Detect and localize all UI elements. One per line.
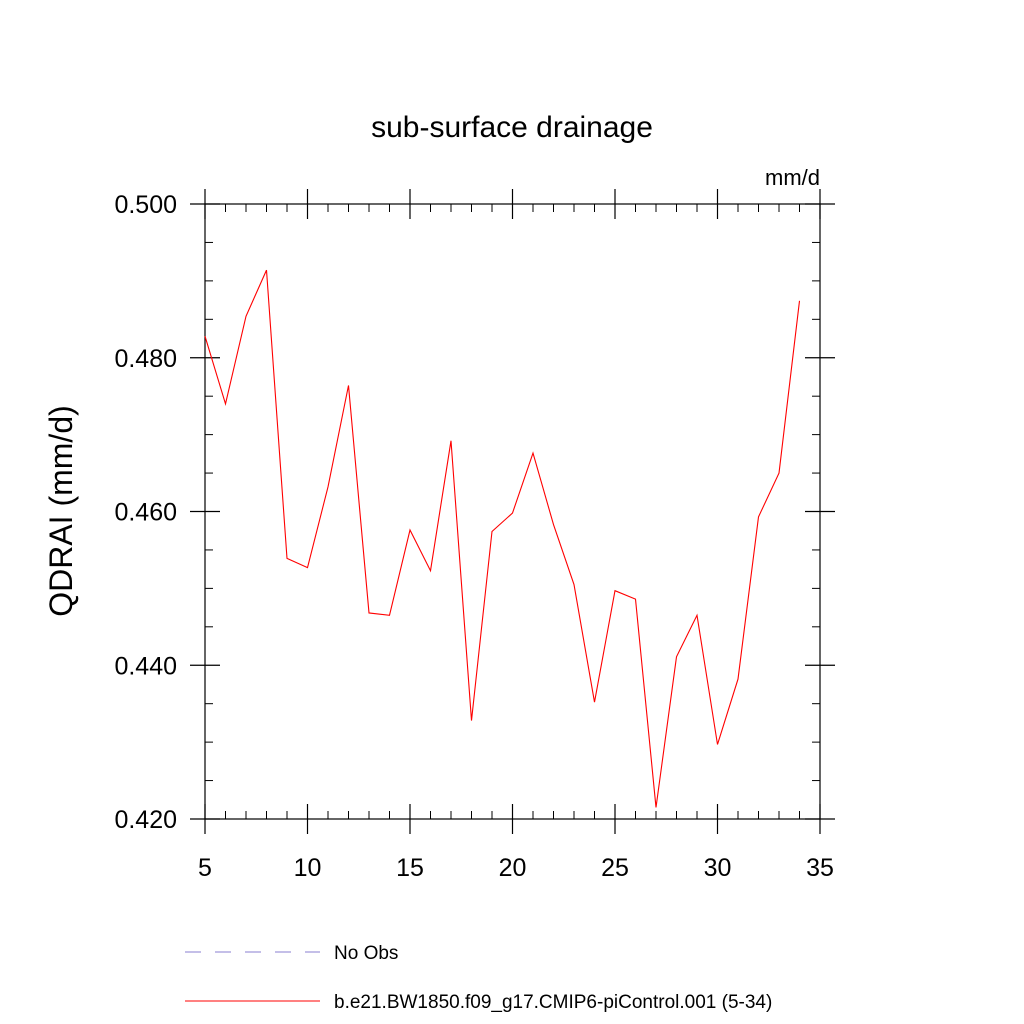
units-label: mm/d: [765, 165, 820, 190]
y-tick-label: 0.480: [114, 345, 177, 373]
x-tick-label: 30: [704, 854, 732, 882]
series-layer: [204, 269, 801, 808]
y-tick-label: 0.500: [114, 191, 177, 219]
series-line: [204, 269, 801, 808]
axis-ticks: [190, 189, 835, 834]
legend: No Obs b.e21.BW1850.f09_g17.CMIP6-piContr…: [185, 943, 772, 1013]
x-tick-label: 10: [294, 854, 322, 882]
chart-title: sub-surface drainage: [371, 111, 653, 144]
x-tick-label: 25: [601, 854, 629, 882]
y-tick-label: 0.440: [114, 652, 177, 680]
x-tick-label: 35: [806, 854, 834, 882]
legend-label: b.e21.BW1850.f09_g17.CMIP6-piControl.001…: [334, 992, 772, 1013]
legend-label: No Obs: [334, 943, 398, 964]
x-tick-label: 20: [499, 854, 527, 882]
y-axis-label: QDRAI (mm/d): [43, 405, 79, 617]
y-tick-label: 0.460: [114, 499, 177, 527]
tick-labels: 5 10 15 20 25 30 35 0.420 0.440 0.460 0.480 0.500: [114, 191, 833, 882]
x-tick-label: 15: [396, 854, 424, 882]
y-tick-label: 0.420: [114, 806, 177, 834]
x-tick-label: 5: [198, 854, 212, 882]
